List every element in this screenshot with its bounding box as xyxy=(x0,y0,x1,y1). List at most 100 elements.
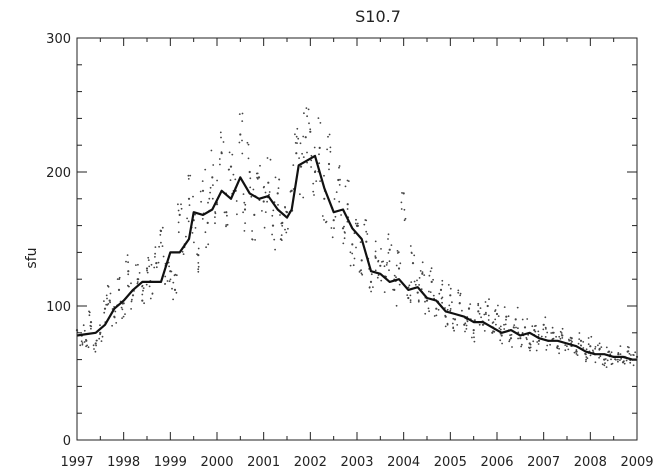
data-point xyxy=(285,231,288,234)
data-point xyxy=(626,350,629,353)
data-point xyxy=(544,326,547,329)
data-point xyxy=(108,299,111,302)
data-point xyxy=(250,195,253,198)
data-point xyxy=(383,291,386,293)
data-point xyxy=(295,152,298,155)
data-point xyxy=(148,265,151,268)
data-point xyxy=(299,165,303,168)
y-tick-label: 0 xyxy=(63,434,71,449)
data-point xyxy=(377,274,380,276)
data-point xyxy=(220,152,223,155)
data-point xyxy=(400,201,403,204)
data-point xyxy=(99,324,101,327)
data-point xyxy=(166,280,169,282)
data-point xyxy=(499,328,502,331)
data-point xyxy=(95,339,98,342)
data-point xyxy=(266,200,268,203)
data-point xyxy=(281,221,284,224)
data-point xyxy=(551,326,554,329)
data-point xyxy=(607,350,611,353)
data-point xyxy=(255,172,258,175)
data-point xyxy=(610,351,613,354)
data-point xyxy=(346,208,349,210)
data-point xyxy=(508,339,511,341)
data-point xyxy=(578,332,581,334)
data-point xyxy=(523,326,527,329)
data-point xyxy=(401,192,403,194)
data-point xyxy=(561,337,564,339)
data-point xyxy=(177,221,180,224)
data-point xyxy=(263,185,265,188)
data-point xyxy=(497,304,499,307)
data-point xyxy=(187,178,190,180)
data-point xyxy=(157,261,160,264)
data-point xyxy=(326,148,328,151)
data-point xyxy=(225,225,227,228)
data-point xyxy=(159,229,163,233)
data-point xyxy=(351,243,354,246)
data-point xyxy=(106,304,109,306)
data-point xyxy=(103,300,105,302)
data-point xyxy=(271,214,274,217)
data-point xyxy=(294,133,296,136)
data-point xyxy=(456,324,459,326)
data-point xyxy=(374,256,377,259)
data-point xyxy=(500,334,503,337)
data-point xyxy=(142,289,144,292)
data-point xyxy=(503,306,506,308)
data-point xyxy=(211,176,214,179)
data-point xyxy=(127,273,130,276)
data-point xyxy=(106,284,109,287)
data-point xyxy=(194,213,197,216)
data-point xyxy=(508,340,511,343)
data-point xyxy=(149,297,152,300)
data-point xyxy=(570,339,572,342)
data-point xyxy=(212,184,214,187)
x-tick-label: 2001 xyxy=(247,455,280,470)
data-point xyxy=(478,312,481,315)
data-point xyxy=(185,235,187,238)
data-point xyxy=(444,315,447,318)
data-point xyxy=(299,193,301,196)
data-point xyxy=(537,334,540,336)
data-point xyxy=(333,198,336,200)
data-point xyxy=(420,288,423,290)
data-point xyxy=(533,329,536,332)
data-point xyxy=(92,344,95,347)
y-tick-label: 100 xyxy=(46,300,71,315)
data-point xyxy=(187,197,191,200)
data-point xyxy=(430,267,433,270)
data-point xyxy=(383,265,386,268)
data-point xyxy=(280,234,283,237)
data-point xyxy=(577,342,580,345)
data-point xyxy=(368,286,371,289)
data-point xyxy=(211,197,214,200)
data-point xyxy=(83,341,86,343)
data-point xyxy=(158,245,161,248)
data-point xyxy=(154,252,157,255)
data-point xyxy=(197,254,200,257)
data-point xyxy=(491,331,494,334)
data-point xyxy=(529,349,531,352)
data-point xyxy=(329,146,332,149)
data-point xyxy=(187,220,190,223)
data-point xyxy=(227,168,230,171)
data-point xyxy=(493,330,496,333)
data-point xyxy=(467,307,471,310)
data-point xyxy=(513,326,515,329)
data-point xyxy=(542,328,545,331)
data-point xyxy=(209,191,212,194)
data-point xyxy=(248,170,251,174)
data-point xyxy=(585,358,587,361)
data-point xyxy=(118,278,121,280)
data-point xyxy=(197,262,200,264)
data-point xyxy=(310,154,313,157)
data-point xyxy=(453,318,457,321)
data-point xyxy=(267,181,270,184)
data-point xyxy=(528,346,530,349)
data-point xyxy=(150,263,153,266)
data-point xyxy=(87,346,90,349)
data-point xyxy=(105,294,108,297)
data-point xyxy=(312,190,315,193)
data-point xyxy=(451,322,454,325)
